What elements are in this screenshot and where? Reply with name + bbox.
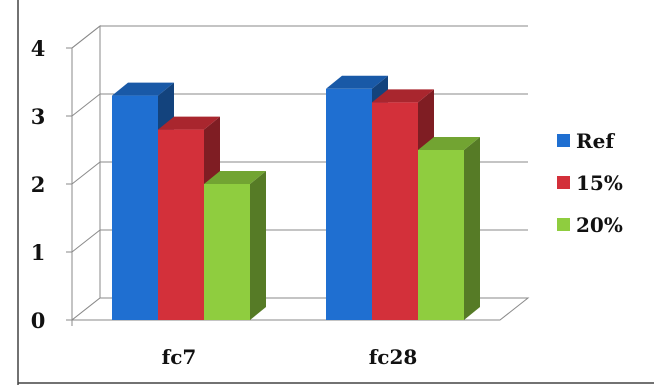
legend-label: Ref <box>576 129 615 153</box>
y-tick-label: 2 <box>31 172 46 197</box>
bar-top <box>112 82 174 96</box>
bars <box>112 75 480 321</box>
y-tick-label: 1 <box>31 240 46 265</box>
bar-side <box>464 137 480 320</box>
legend-swatch <box>557 176 570 189</box>
legend-label: 20% <box>576 213 623 237</box>
bar-top <box>326 75 388 89</box>
y-tick-label: 4 <box>31 36 46 61</box>
y-tick-label: 0 <box>31 308 46 333</box>
bar-side <box>250 171 266 320</box>
bar-top <box>204 171 266 184</box>
x-category-label: fc28 <box>369 345 418 369</box>
legend: Ref 15% 20% <box>557 129 623 237</box>
x-category-label: fc7 <box>162 345 197 369</box>
legend-swatch <box>557 218 570 231</box>
legend-swatch <box>557 134 570 147</box>
bar-front <box>418 150 464 320</box>
bar-front <box>372 102 418 321</box>
y-tick-label: 3 <box>31 104 46 129</box>
legend-label: 15% <box>576 171 623 195</box>
bar-front <box>112 95 158 320</box>
x-axis-labels: fc7 fc28 <box>162 345 418 369</box>
bar-fc7-15% <box>158 116 220 320</box>
bar-front <box>158 129 204 320</box>
bar-fc7-20% <box>204 171 266 320</box>
bar-top <box>372 89 434 103</box>
bar-top <box>418 137 480 150</box>
bar-front <box>326 88 372 320</box>
gridline <box>71 25 528 49</box>
bar-front <box>204 184 250 320</box>
bar-fc28-20% <box>418 137 480 320</box>
bar-top <box>158 116 220 130</box>
